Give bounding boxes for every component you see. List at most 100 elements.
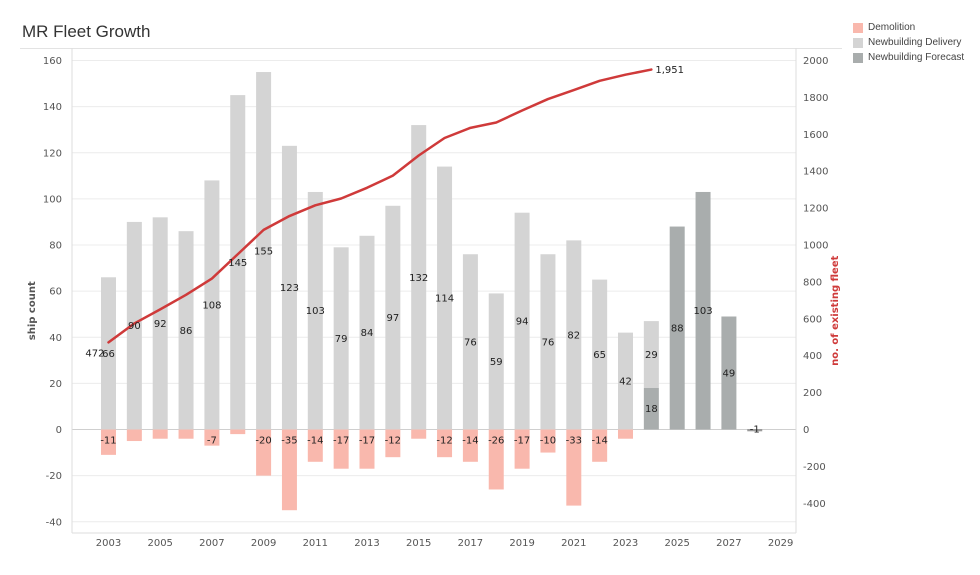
x-tick-label: 2017 [458,538,483,549]
bar-demolition [540,429,556,453]
y2-tick-label: 800 [803,277,822,288]
legend-item-newbuilding-delivery[interactable]: Newbuilding Delivery [853,35,964,50]
bar-demolition [514,429,530,469]
x-tick-label: 2029 [768,538,793,549]
bar-demolition [411,429,427,439]
bar-newbuilding-delivery [437,166,453,430]
delivery-data-label: 103 [306,306,325,317]
forecast-data-label: 103 [694,306,713,317]
y-tick-label: -20 [46,471,62,482]
bar-newbuilding-delivery [411,125,427,430]
bar-newbuilding-delivery [230,95,246,430]
bar-newbuilding-delivery [514,212,530,430]
delivery-data-label: 29 [645,350,658,361]
fleet-first-label: 472 [85,348,104,359]
y-tick-label: -40 [46,517,62,528]
y2-tick-label: 1400 [803,167,828,178]
bar-demolition [618,429,633,439]
delivery-data-label: 76 [464,337,477,348]
y2-tick-label: 200 [803,388,822,399]
bar-newbuilding-delivery [592,279,608,430]
bar-newbuilding-delivery [488,293,504,430]
delivery-data-label: 90 [128,321,141,332]
y-tick-label: 40 [49,333,62,344]
y2-tick-label: 1800 [803,93,828,104]
y2-tick-label: 1200 [803,204,828,215]
x-tick-label: 2015 [406,538,431,549]
delivery-data-label: 108 [202,300,221,311]
bar-demolition [281,429,297,511]
x-tick-label: 2007 [199,538,224,549]
x-tick-label: 2023 [613,538,638,549]
delivery-data-label: 59 [490,357,503,368]
delivery-data-label: 65 [593,350,606,361]
chart-legend: Demolition Newbuilding Delivery Newbuild… [853,20,964,65]
bar-newbuilding-forecast [695,191,711,430]
y-tick-label: 0 [56,425,62,436]
bar-demolition [101,429,116,455]
y2-tick-label: 600 [803,314,822,325]
axis-layer: -40-20020406080100120140160-400-20002004… [27,48,841,549]
x-tick-label: 2009 [251,538,276,549]
label-layer: 66 -11 90 92 86 108 -7 145 155 -20 123 -35 103 -14 79 -… [85,65,759,446]
delivery-data-label: 97 [386,313,399,324]
y2-tick-label: 1000 [803,241,828,252]
y-tick-label: 160 [43,56,62,67]
demolition-data-label: -12 [436,436,452,447]
legend-swatch-newbuilding-forecast [853,52,863,63]
delivery-data-label: 84 [361,328,374,339]
demolition-data-label: -11 [100,436,116,447]
y-tick-label: 100 [43,194,62,205]
bar-newbuilding-delivery [178,231,194,430]
demolition-data-label: -17 [333,436,349,447]
bar-newbuilding-forecast [669,226,685,430]
bar-demolition [385,429,401,458]
demolition-data-label: -12 [385,436,401,447]
legend-label-newbuilding-delivery: Newbuilding Delivery [868,37,962,48]
bar-demolition [333,429,349,469]
bar-demolition [307,429,323,462]
y-tick-label: 80 [49,241,62,252]
x-tick-label: 2019 [509,538,534,549]
y-tick-label: 20 [49,379,62,390]
y2-tick-label: 2000 [803,56,828,67]
delivery-data-label: 94 [516,317,529,328]
demolition-data-label: -26 [488,436,504,447]
y-tick-label: 140 [43,102,62,113]
bar-demolition [204,429,220,446]
bar-demolition [152,429,168,439]
legend-swatch-newbuilding-delivery [853,37,863,48]
y-axis-title: ship count [27,281,38,340]
y2-tick-label: 1600 [803,130,828,141]
delivery-data-label: 114 [435,294,454,305]
legend-item-newbuilding-forecast[interactable]: Newbuilding Forecast [853,50,964,65]
delivery-data-label: 132 [409,273,428,284]
bar-newbuilding-delivery [540,254,556,430]
bar-newbuilding-forecast [643,387,659,430]
legend-item-demolition[interactable]: Demolition [853,20,964,35]
bar-newbuilding-delivery [204,180,220,430]
y-tick-label: 120 [43,148,62,159]
chart-title: MR Fleet Growth [22,22,151,41]
delivery-data-label: 42 [619,377,632,388]
y2-tick-label: -400 [803,499,826,510]
bar-newbuilding-delivery [385,205,401,430]
forecast-data-label: 18 [645,404,658,415]
y2-tick-label: -200 [803,462,826,473]
bar-newbuilding-delivery [101,277,116,430]
y-tick-label: 60 [49,287,62,298]
x-tick-label: 2003 [96,538,121,549]
x-tick-label: 2025 [664,538,689,549]
bar-demolition [126,429,142,442]
bar-demolition [256,429,272,476]
forecast-data-label: 88 [671,324,684,335]
demolition-data-label: -14 [307,436,323,447]
demolition-data-label: -35 [281,436,297,447]
bar-demolition [437,429,453,458]
x-tick-label: 2021 [561,538,586,549]
bar-newbuilding-delivery [152,217,168,430]
x-tick-label: 2027 [716,538,741,549]
delivery-data-label: 145 [228,258,247,269]
bar-demolition [178,429,194,439]
